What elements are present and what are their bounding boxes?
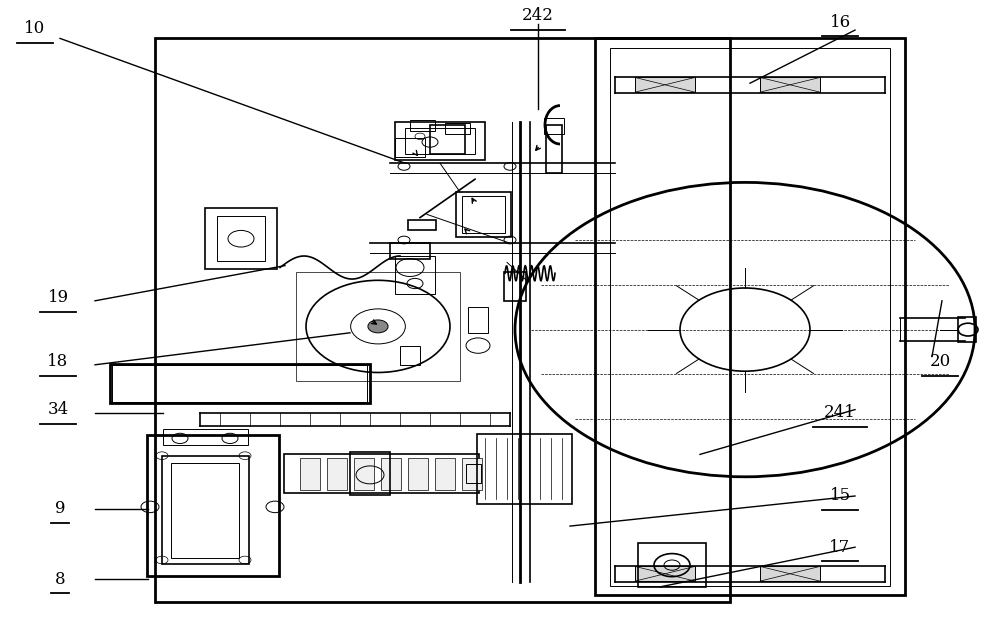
Text: 18: 18 (47, 353, 69, 370)
Circle shape (368, 320, 388, 333)
Bar (112, 365, 367, 402)
Bar (296, 272, 460, 381)
Bar (300, 458, 320, 490)
Bar (760, 77, 820, 92)
Bar (163, 429, 248, 445)
Bar (205, 208, 277, 269)
Bar (110, 364, 370, 403)
Bar (410, 120, 435, 131)
Bar (635, 566, 695, 581)
Text: 242: 242 (522, 8, 554, 24)
Bar (595, 38, 905, 595)
Bar (147, 435, 279, 576)
Bar (217, 216, 265, 261)
Bar (468, 307, 488, 333)
Bar (445, 123, 470, 134)
Text: 9: 9 (55, 500, 65, 517)
Text: 34: 34 (47, 401, 69, 418)
Bar (350, 452, 390, 495)
Text: 15: 15 (829, 488, 851, 504)
Bar (400, 346, 420, 365)
Bar (354, 458, 374, 490)
Bar (958, 317, 976, 342)
Bar (327, 458, 347, 490)
Bar (395, 122, 485, 160)
Bar (504, 272, 526, 301)
Bar (462, 196, 505, 233)
Text: 241: 241 (824, 404, 856, 421)
Bar (546, 125, 562, 173)
Bar (395, 256, 435, 294)
Bar (456, 192, 511, 237)
Text: 19: 19 (47, 289, 69, 306)
Bar (395, 138, 425, 157)
Text: 8: 8 (55, 571, 65, 588)
Bar (381, 458, 401, 490)
Bar (462, 458, 482, 490)
Text: 20: 20 (929, 353, 951, 370)
Text: 17: 17 (829, 539, 851, 556)
Bar (610, 48, 890, 586)
Text: 16: 16 (829, 14, 851, 31)
Bar (435, 458, 455, 490)
Bar (390, 243, 430, 259)
Bar (544, 118, 564, 134)
Bar (408, 220, 436, 230)
Bar (284, 454, 479, 493)
Bar (408, 458, 428, 490)
Bar (635, 77, 695, 92)
Bar (638, 543, 706, 587)
Bar (171, 463, 239, 558)
Bar (760, 566, 820, 581)
Bar (162, 456, 249, 564)
Text: 10: 10 (24, 20, 46, 37)
Bar (405, 128, 475, 154)
Bar (477, 434, 572, 504)
Bar (466, 464, 481, 483)
Bar (155, 38, 730, 602)
Bar (430, 125, 465, 154)
